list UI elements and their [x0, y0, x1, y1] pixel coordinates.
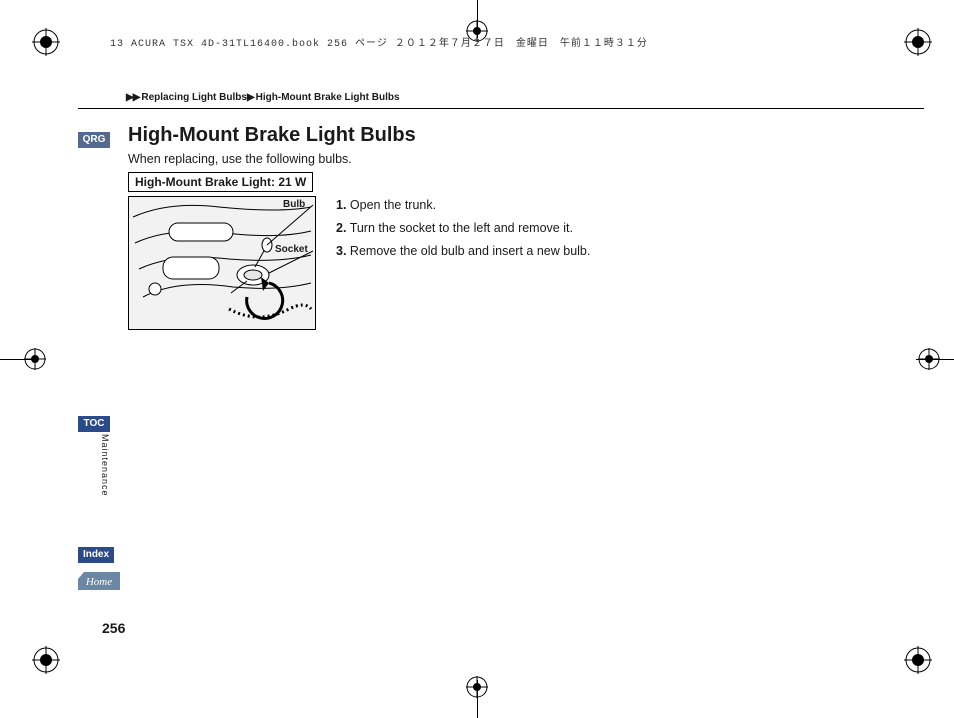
registration-mark-icon [32, 646, 60, 674]
tab-toc[interactable]: TOC [78, 416, 110, 432]
page-number: 256 [102, 620, 125, 636]
registration-dot-icon [24, 348, 46, 370]
page-title: High-Mount Brake Light Bulbs [128, 124, 416, 147]
registration-dot-icon [918, 348, 940, 370]
step-list: 1. Open the trunk. 2. Turn the socket to… [336, 198, 590, 267]
print-header: 13 ACURA TSX 4D-31TL16400.book 256 ページ ２… [110, 34, 924, 52]
spec-box: High-Mount Brake Light: 21 W [128, 172, 313, 192]
illustration [128, 196, 316, 330]
divider [78, 108, 924, 109]
figure-label-bulb: Bulb [283, 199, 305, 210]
registration-mark-icon [32, 28, 60, 56]
breadcrumb-arrow-icon: ▶ [247, 92, 254, 103]
step-item: 1. Open the trunk. [336, 198, 590, 212]
tab-home[interactable]: Home [78, 572, 120, 590]
intro-text: When replacing, use the following bulbs. [128, 152, 352, 166]
breadcrumb: ▶▶Replacing Light Bulbs▶High-Mount Brake… [126, 92, 400, 103]
figure-label-socket: Socket [275, 244, 308, 255]
section-label: Maintenance [100, 434, 110, 497]
breadcrumb-seg: Replacing Light Bulbs [141, 92, 247, 103]
tab-index[interactable]: Index [78, 547, 114, 563]
registration-dot-icon [466, 676, 488, 698]
breadcrumb-arrow-icon: ▶▶ [126, 92, 139, 103]
step-item: 2. Turn the socket to the left and remov… [336, 221, 590, 235]
home-label: Home [85, 576, 112, 588]
tab-qrg[interactable]: QRG [78, 132, 110, 148]
registration-mark-icon [904, 646, 932, 674]
step-item: 3. Remove the old bulb and insert a new … [336, 244, 590, 258]
breadcrumb-seg: High-Mount Brake Light Bulbs [256, 92, 400, 103]
